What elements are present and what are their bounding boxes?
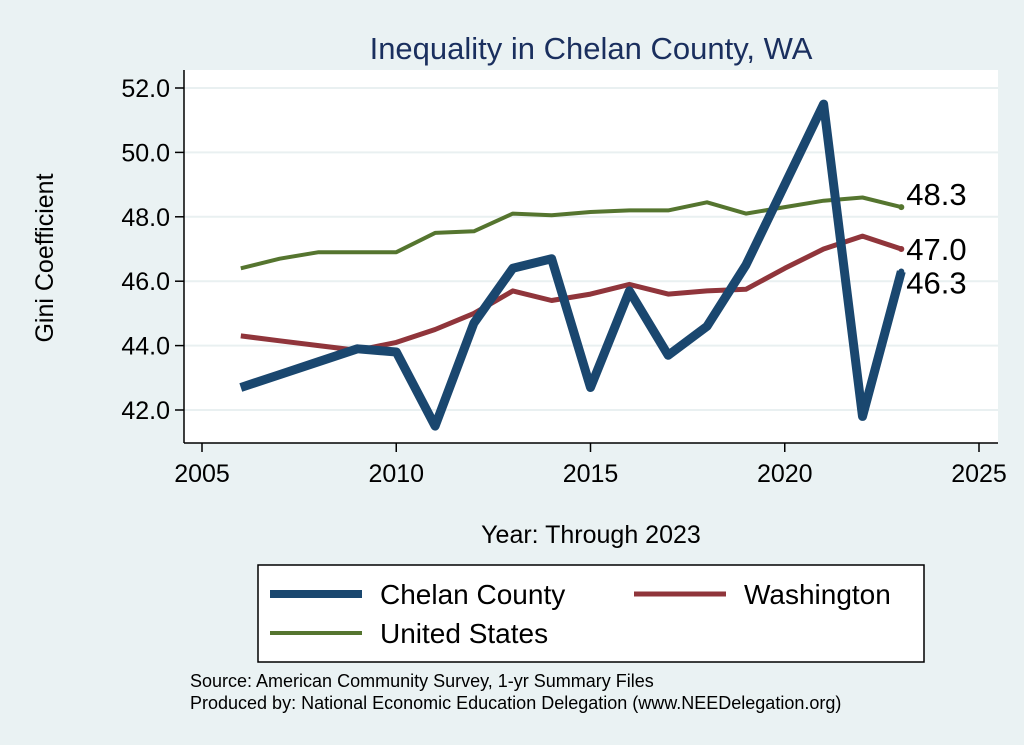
- x-axis-ticks: 2005 2010 2015 2020 2025: [174, 443, 1007, 488]
- legend-label-united-states: United States: [380, 618, 548, 649]
- end-label-washington: 47.0: [906, 232, 966, 267]
- x-tick-label-0: 2005: [174, 460, 230, 488]
- y-tick-label-4: 50.0: [121, 139, 170, 167]
- chart-title: Inequality in Chelan County, WA: [370, 31, 813, 66]
- source-note: Source: American Community Survey, 1-yr …: [190, 671, 654, 691]
- end-label-chelan-county: 46.3: [906, 266, 966, 301]
- series-line-chelan-county: [239, 99, 906, 431]
- legend-label-chelan-county: Chelan County: [380, 579, 565, 610]
- end-point-united-states: [898, 204, 905, 211]
- x-tick-label-1: 2010: [368, 460, 424, 488]
- y-axis-ticks: 42.0 44.0 46.0 48.0 50.0 52.0: [121, 75, 184, 425]
- x-tick-label-2: 2015: [563, 460, 619, 488]
- x-tick-label-3: 2020: [757, 460, 813, 488]
- y-tick-label-0: 42.0: [121, 397, 170, 425]
- x-axis-label: Year: Through 2023: [481, 521, 701, 549]
- legend: Chelan County Washington United States: [257, 564, 925, 663]
- end-labels: 46.347.0 48.3: [906, 177, 966, 300]
- legend-box: [257, 564, 925, 663]
- x-tick-label-4: 2025: [951, 460, 1007, 488]
- series-line-united-states: [240, 195, 902, 271]
- end-label-united-states: 48.3: [906, 177, 966, 212]
- y-tick-label-2: 46.0: [121, 268, 170, 296]
- end-point-washington: [898, 246, 905, 252]
- legend-label-washington: Washington: [744, 579, 891, 610]
- y-tick-label-1: 44.0: [121, 333, 170, 361]
- end-point-chelan-county: [898, 268, 905, 275]
- y-tick-label-5: 52.0: [121, 75, 170, 103]
- y-axis-label: Gini Coefficient: [31, 173, 59, 342]
- series-lines: [239, 99, 906, 431]
- y-tick-label-3: 48.0: [121, 204, 170, 232]
- producer-note: Produced by: National Economic Education…: [190, 693, 841, 713]
